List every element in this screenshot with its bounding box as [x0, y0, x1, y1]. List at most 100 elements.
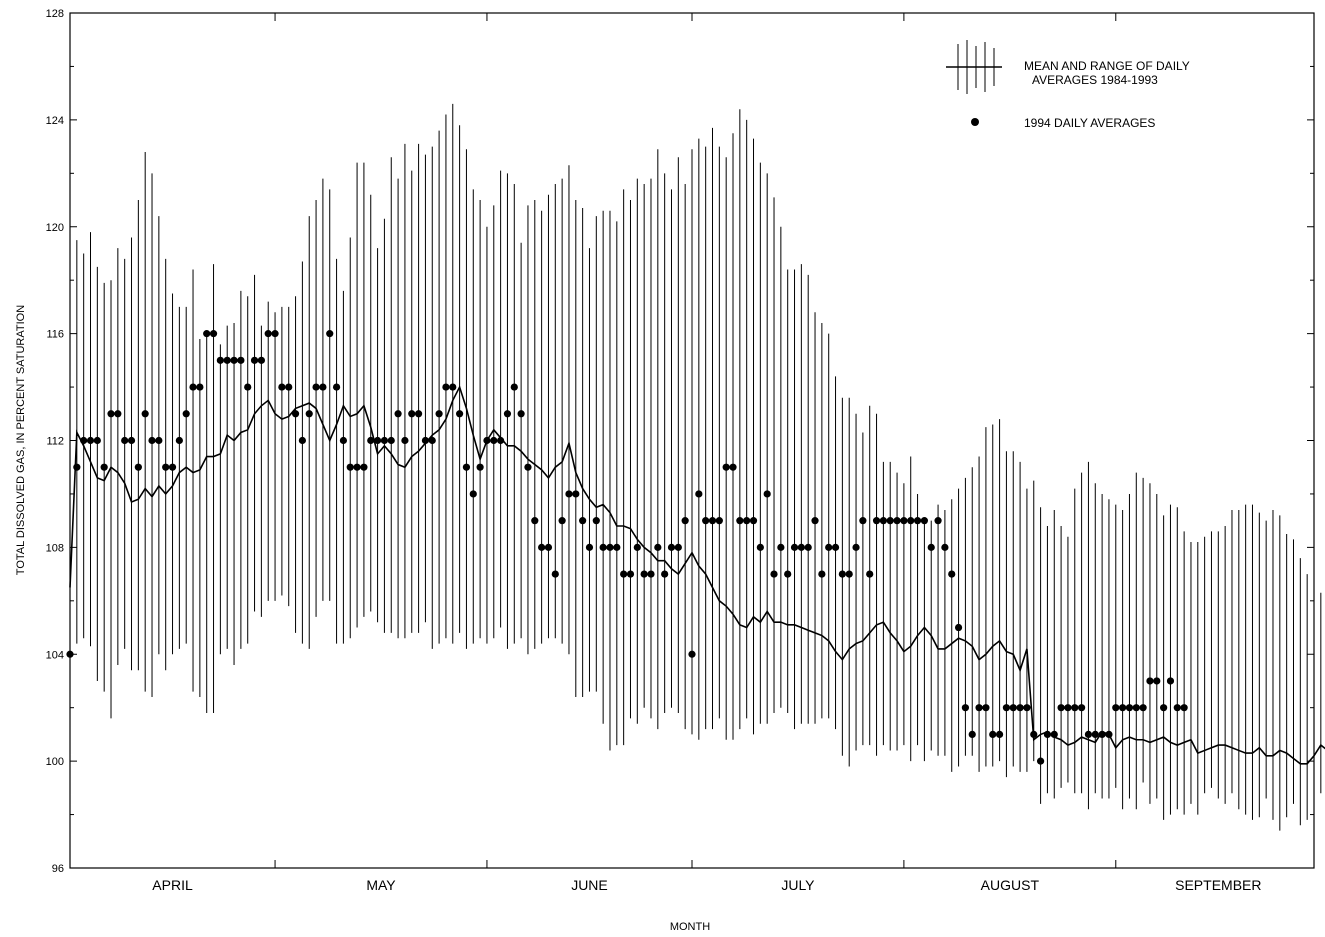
- daily-point: [332, 383, 341, 391]
- daily-point: [531, 517, 539, 525]
- x-month-label: MAY: [366, 877, 396, 893]
- daily-point: [688, 650, 696, 658]
- daily-point: [66, 650, 74, 658]
- daily-point: [1139, 704, 1147, 712]
- daily-point: [633, 543, 641, 551]
- daily-point: [770, 570, 778, 578]
- daily-point: [1125, 704, 1134, 712]
- range-bars: [69, 103, 1322, 831]
- y-tick-label: 124: [46, 115, 64, 127]
- daily-point: [989, 730, 997, 739]
- daily-point: [1078, 704, 1086, 712]
- daily-point: [346, 463, 354, 471]
- daily-point: [654, 543, 662, 551]
- daily-point: [367, 436, 375, 445]
- daily-point: [114, 410, 122, 418]
- legend-range-symbol: [946, 40, 1002, 94]
- daily-point: [1064, 704, 1072, 712]
- daily-point: [852, 543, 860, 551]
- y-tick-label: 96: [52, 863, 64, 875]
- daily-point: [934, 517, 942, 525]
- daily-point: [620, 570, 628, 578]
- daily-point: [428, 436, 436, 445]
- daily-point: [784, 570, 792, 578]
- x-axis: APRIL MAY JUNE JULY AUGUST SEPTEMBER: [152, 13, 1261, 893]
- daily-point: [305, 410, 313, 418]
- daily-point: [1023, 704, 1031, 712]
- y-tick-label: 112: [46, 436, 64, 448]
- daily-point: [216, 356, 224, 364]
- daily-point: [927, 543, 935, 551]
- daily-point: [196, 383, 204, 391]
- daily-point: [777, 543, 785, 551]
- daily-point: [804, 543, 812, 551]
- daily-point: [1132, 704, 1140, 712]
- daily-point: [264, 330, 272, 338]
- daily-point: [1146, 677, 1154, 685]
- daily-point: [538, 543, 546, 551]
- daily-point: [271, 330, 279, 338]
- daily-point: [565, 490, 573, 498]
- daily-point: [702, 517, 710, 525]
- daily-point: [155, 436, 163, 445]
- daily-point: [93, 436, 101, 445]
- daily-point: [715, 517, 723, 525]
- daily-point: [1160, 704, 1168, 712]
- daily-point: [360, 463, 368, 471]
- daily-point: [661, 570, 669, 578]
- x-month-label: SEPTEMBER: [1175, 877, 1261, 893]
- daily-point: [223, 356, 231, 364]
- daily-point: [1091, 730, 1099, 739]
- daily-point: [968, 730, 976, 739]
- daily-point: [845, 570, 853, 578]
- daily-point: [948, 570, 956, 578]
- daily-point: [872, 517, 881, 525]
- daily-point: [818, 570, 826, 578]
- daily-point: [73, 463, 81, 471]
- daily-point: [961, 704, 970, 712]
- daily-point: [476, 463, 484, 471]
- daily-point: [1036, 757, 1045, 765]
- daily-point: [278, 383, 286, 391]
- daily-point: [797, 543, 805, 551]
- daily-point: [456, 410, 464, 418]
- y-tick-label: 128: [46, 8, 64, 20]
- daily-point: [879, 517, 887, 525]
- daily-point: [291, 410, 300, 418]
- daily-point: [497, 436, 505, 445]
- daily-point: [462, 463, 471, 471]
- daily-point: [1084, 730, 1093, 739]
- daily-point: [435, 410, 443, 418]
- x-axis-title: MONTH: [670, 921, 710, 933]
- daily-point: [510, 383, 518, 391]
- daily-point: [1030, 730, 1038, 739]
- daily-point: [449, 383, 457, 391]
- daily-point: [353, 463, 361, 471]
- daily-point: [790, 543, 799, 551]
- y-tick-label: 104: [46, 649, 64, 661]
- daily-point: [373, 436, 382, 445]
- daily-point: [189, 383, 197, 391]
- x-month-label: AUGUST: [981, 877, 1040, 893]
- daily-point: [544, 543, 553, 551]
- daily-points: [66, 330, 1188, 765]
- daily-point: [237, 356, 245, 364]
- x-month-label: JULY: [781, 877, 815, 893]
- daily-point: [490, 436, 498, 445]
- x-month-label: JUNE: [571, 877, 608, 893]
- daily-point: [1002, 704, 1011, 712]
- y-tick-label: 120: [46, 222, 64, 234]
- daily-point: [244, 383, 252, 391]
- daily-point: [483, 436, 491, 445]
- mean-line: [69, 384, 1325, 765]
- legend-daily-label: 1994 DAILY AVERAGES: [1024, 116, 1155, 130]
- daily-point: [162, 463, 170, 471]
- daily-point: [626, 570, 635, 578]
- daily-point: [736, 517, 744, 525]
- daily-point: [886, 517, 894, 525]
- daily-point: [469, 490, 477, 498]
- daily-point: [1071, 704, 1079, 712]
- daily-point: [1105, 730, 1113, 739]
- daily-point: [695, 490, 703, 498]
